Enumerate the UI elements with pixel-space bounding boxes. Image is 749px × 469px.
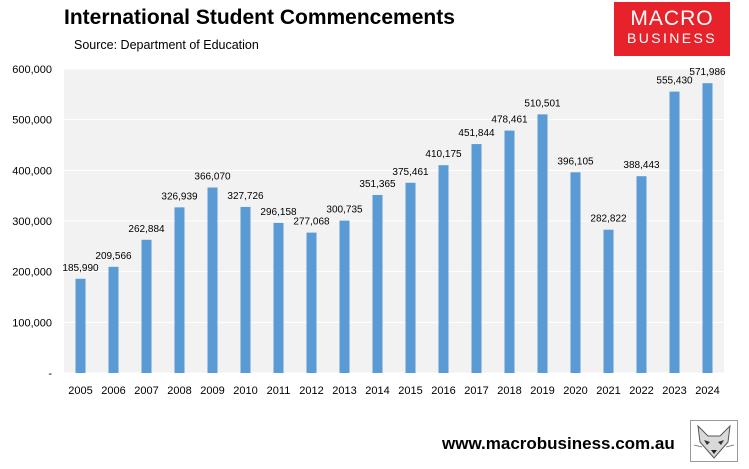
data-label: 510,501 [524,98,561,109]
x-tick-label: 2022 [629,385,653,397]
data-label: 375,461 [392,167,429,178]
bar [570,172,581,373]
bar [306,232,317,373]
x-tick-label: 2016 [431,385,455,397]
x-tick-label: 2019 [530,385,554,397]
bar [240,206,251,373]
logo-line-1: MACRO [630,7,714,30]
data-label: 185,990 [62,263,99,274]
x-tick-label: 2015 [398,385,422,397]
y-tick-label: 200,000 [12,267,52,279]
bar [702,83,713,374]
bar [174,207,185,373]
data-label: 571,986 [689,67,726,78]
bar [141,239,152,373]
bar [438,165,449,373]
chart-subtitle: Source: Department of Education [74,38,259,52]
bar [471,144,482,373]
y-tick-label: 100,000 [12,317,52,329]
data-label: 282,822 [590,214,627,225]
bar [273,222,284,373]
data-label: 209,566 [95,251,132,262]
x-tick-label: 2020 [563,385,587,397]
data-label: 277,068 [293,217,330,228]
y-tick-label: 600,000 [12,64,52,76]
x-tick-label: 2017 [464,385,488,397]
x-tick-label: 2010 [233,385,257,397]
x-tick-label: 2009 [200,385,224,397]
data-label: 351,365 [359,179,396,190]
bar [537,114,548,373]
data-label: 366,070 [194,172,231,183]
data-label: 410,175 [425,149,462,160]
x-tick-label: 2011 [267,385,291,397]
macrobusiness-logo: MACRO BUSINESS [614,2,730,56]
y-tick-label: 400,000 [12,165,52,177]
x-tick-label: 2006 [101,385,125,397]
data-label: 478,461 [491,115,528,126]
bar [669,91,680,374]
data-label: 555,430 [656,76,693,87]
bar [75,278,86,373]
x-tick-label: 2023 [662,385,686,397]
y-tick-label: 500,000 [12,115,52,127]
data-label: 396,105 [557,156,594,167]
y-tick-label: - [48,368,52,380]
data-label: 326,939 [161,191,198,202]
x-tick-label: 2021 [596,385,620,397]
x-tick-label: 2014 [365,385,389,397]
bar [603,229,614,373]
data-label: 262,884 [128,224,165,235]
x-tick-label: 2005 [68,385,92,397]
data-label: 451,844 [458,128,495,139]
fox-mascot-icon [690,420,738,462]
logo-line-2: BUSINESS [627,30,717,46]
x-tick-label: 2018 [497,385,521,397]
x-tick-label: 2008 [167,385,191,397]
bar [504,130,515,373]
bar [339,220,350,373]
data-label: 300,735 [326,205,363,216]
bar [207,187,218,373]
chart-title: International Student Commencements [64,6,455,29]
x-tick-label: 2007 [134,385,158,397]
x-tick-label: 2013 [332,385,356,397]
y-tick-label: 300,000 [12,216,52,228]
x-tick-label: 2012 [299,385,323,397]
footer-url: www.macrobusiness.com.au [442,434,675,453]
bar [108,266,119,373]
data-label: 388,443 [623,160,660,171]
bar [636,176,647,373]
bar [372,194,383,373]
data-label: 327,726 [227,191,264,202]
data-label: 296,158 [260,207,297,218]
x-tick-label: 2024 [695,385,719,397]
bar [405,182,416,373]
